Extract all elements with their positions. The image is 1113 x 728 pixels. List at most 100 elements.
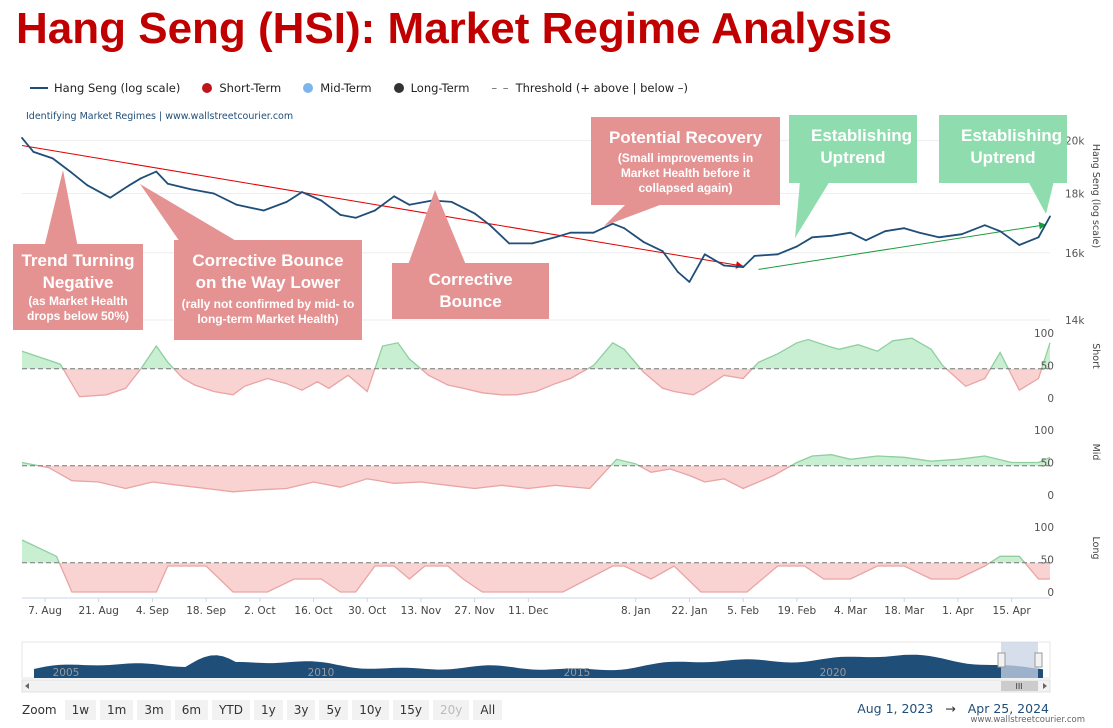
dot-icon bbox=[393, 83, 404, 93]
zoom-1y-button[interactable]: 1y bbox=[253, 700, 283, 720]
short-tick-label: 50 bbox=[1041, 361, 1054, 373]
callout-main: Establishing Uptrend bbox=[961, 126, 1063, 167]
zoom-15y-button[interactable]: 15y bbox=[392, 700, 429, 720]
price-point bbox=[235, 203, 238, 206]
dot-icon bbox=[303, 83, 314, 93]
x-tick-label: 2. Oct bbox=[244, 605, 276, 617]
footer-site: www.wallstreetcourier.com bbox=[970, 715, 1085, 725]
short-tick-label: 0 bbox=[1047, 393, 1054, 405]
x-tick-label: 11. Dec bbox=[508, 605, 549, 617]
scrollbar-grip: III bbox=[1015, 682, 1022, 691]
range-to[interactable]: Apr 25, 2024 bbox=[967, 701, 1049, 716]
zoom-3y-button[interactable]: 3y bbox=[286, 700, 316, 720]
x-tick-label: 4. Mar bbox=[834, 605, 868, 617]
zoom-5y-button[interactable]: 5y bbox=[319, 700, 349, 720]
price-point bbox=[393, 195, 395, 198]
short-axis-title: Short bbox=[1090, 343, 1101, 369]
price-tick-label: 18k bbox=[1065, 188, 1085, 200]
price-point bbox=[339, 214, 342, 216]
range-from[interactable]: Aug 1, 2023 bbox=[857, 701, 934, 716]
uptrend-1-pointer bbox=[795, 181, 830, 238]
legend-label: Mid-Term bbox=[320, 81, 372, 95]
callout-potential-recovery: Potential Recovery (Small improvements i… bbox=[591, 117, 780, 205]
price-point bbox=[999, 230, 1002, 233]
price-tick-label: 20k bbox=[1065, 135, 1085, 147]
zoom-label: Zoom bbox=[22, 703, 57, 717]
x-tick-label: 27. Nov bbox=[454, 605, 495, 617]
price-point bbox=[489, 224, 491, 227]
price-point bbox=[884, 230, 886, 233]
mid-area-below bbox=[22, 465, 1050, 492]
bounce-lower-pointer bbox=[140, 184, 238, 242]
y-axes: 20k 18k 16k 14k Hang Seng (log scale) 100 50 0 S… bbox=[1034, 135, 1101, 599]
callout-establishing-uptrend-2: Establishing Uptrend bbox=[939, 115, 1067, 183]
callout-bounce-lower: Corrective Bounce on the Way Lower (rall… bbox=[174, 240, 362, 340]
legend-item-hang-seng[interactable]: Hang Seng (log scale) bbox=[30, 81, 180, 95]
zoom-1m-button[interactable]: 1m bbox=[100, 700, 134, 720]
x-tick-label: 30. Oct bbox=[348, 605, 386, 617]
legend-item-mid-term[interactable]: Mid-Term bbox=[303, 81, 372, 95]
callout-main: Trend Turning Negative bbox=[21, 251, 135, 292]
x-tick-label: 19. Feb bbox=[778, 605, 817, 617]
price-point bbox=[473, 212, 476, 215]
legend-item-threshold[interactable]: – – Threshold (+ above | below –) bbox=[491, 81, 688, 95]
price-point bbox=[688, 281, 691, 283]
legend-item-short-term[interactable]: Short-Term bbox=[202, 81, 281, 95]
price-point bbox=[569, 231, 572, 234]
price-point bbox=[864, 239, 867, 242]
chart-credit[interactable]: Identifying Market Regimes | www.wallstr… bbox=[26, 111, 294, 122]
navigator-handle bbox=[1034, 652, 1043, 668]
price-point bbox=[262, 209, 265, 212]
x-tick-label: 13. Nov bbox=[401, 605, 442, 617]
price-point bbox=[51, 157, 54, 160]
x-tick-label: 7. Aug bbox=[28, 605, 62, 617]
x-tick-label: 22. Jan bbox=[671, 605, 707, 617]
price-point bbox=[903, 227, 906, 230]
price-point bbox=[21, 137, 23, 139]
x-tick-label: 18. Sep bbox=[186, 605, 226, 617]
zoom-3m-button[interactable]: 3m bbox=[137, 700, 171, 720]
scroll-left-icon bbox=[25, 683, 29, 689]
zoom-20y-button: 20y bbox=[432, 700, 470, 720]
x-tick-label: 1. Apr bbox=[942, 605, 974, 617]
price-point bbox=[776, 253, 779, 256]
price-point bbox=[508, 242, 511, 245]
zoom-10y-button[interactable]: 10y bbox=[352, 700, 389, 720]
uptrend-2-pointer bbox=[1028, 181, 1054, 214]
short-tick-label: 100 bbox=[1034, 328, 1054, 340]
long-axis-title: Long bbox=[1090, 537, 1101, 560]
price-tick-label: 14k bbox=[1065, 315, 1085, 327]
short-area-above bbox=[22, 338, 1050, 369]
price-point bbox=[723, 264, 725, 267]
scrollbar-thumb bbox=[1001, 681, 1038, 691]
price-point bbox=[661, 250, 664, 253]
price-point bbox=[918, 231, 921, 234]
long-line-below bbox=[58, 562, 1050, 593]
legend-item-long-term[interactable]: Long-Term bbox=[393, 81, 469, 95]
mid-area-above bbox=[22, 454, 1050, 466]
callout-sub: (rally not confirmed by mid- to long-ter… bbox=[181, 297, 355, 326]
callout-main: Corrective Bounce bbox=[428, 270, 513, 311]
short-area-below bbox=[22, 368, 1050, 397]
recovery-pointer bbox=[604, 202, 668, 226]
legend-label: Threshold (+ above | below –) bbox=[515, 81, 689, 95]
price-point bbox=[742, 266, 745, 269]
range-arrow: → bbox=[945, 701, 956, 716]
callout-main: Corrective Bounce on the Way Lower bbox=[192, 251, 344, 292]
navigator-year-label: 2020 bbox=[820, 667, 847, 679]
navigator[interactable]: 2005 2010 2015 2020 III bbox=[21, 641, 1051, 693]
legend-label: Hang Seng (log scale) bbox=[54, 81, 181, 95]
price-point bbox=[140, 177, 142, 180]
zoom-6m-button[interactable]: 6m bbox=[174, 700, 209, 720]
callout-sub: (Small improvements in Market Health bef… bbox=[617, 151, 754, 195]
navigator-area bbox=[34, 654, 1043, 678]
zoom-all-button[interactable]: All bbox=[473, 700, 503, 720]
price-point bbox=[703, 253, 706, 256]
x-tick-label: 16. Oct bbox=[294, 605, 332, 617]
price-point bbox=[849, 231, 852, 234]
zoom-ytd-button[interactable]: YTD bbox=[212, 700, 250, 720]
scroll-right-icon bbox=[1043, 683, 1047, 689]
callout-trend-negative: Trend Turning Negative (as Market Health… bbox=[13, 244, 143, 330]
zoom-1w-button[interactable]: 1w bbox=[64, 700, 97, 720]
